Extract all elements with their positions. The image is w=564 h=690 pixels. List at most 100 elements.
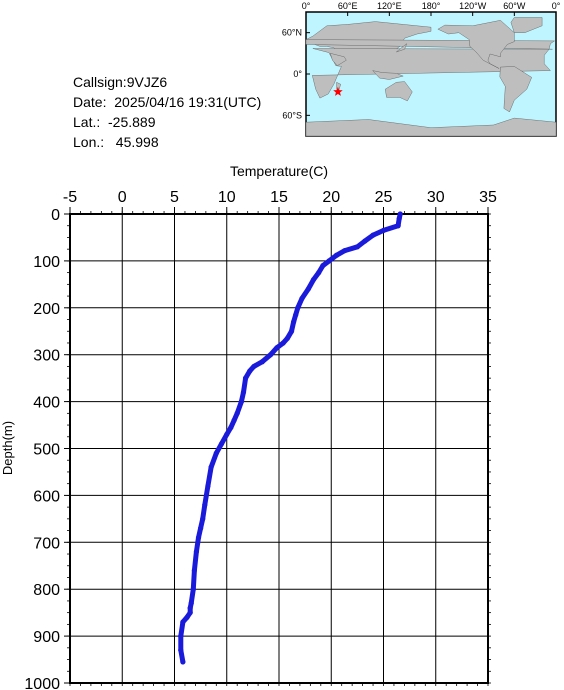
y-tick-label: 200: [33, 301, 60, 318]
profile-point: [198, 525, 204, 531]
map-lat-label: 0°: [293, 69, 302, 79]
profile-point: [268, 352, 274, 358]
profile-point: [231, 417, 237, 423]
profile-point: [326, 258, 332, 264]
profile-point: [280, 340, 286, 346]
x-tick-label: 5: [170, 189, 179, 206]
y-tick-label: 0: [51, 207, 60, 224]
profile-point: [224, 431, 230, 438]
x-tick-label: 30: [427, 189, 445, 206]
landmass-australia: [384, 81, 413, 102]
profile-point: [205, 483, 211, 489]
profile-point: [354, 244, 360, 250]
x-tick-label: -5: [63, 189, 77, 206]
temperature-profile: [178, 211, 403, 665]
profile-point: [195, 535, 202, 541]
chart-grid: [69, 213, 489, 684]
profile-point: [333, 252, 340, 258]
station-info: Callsign:9VJZ6 Date: 2025/04/16 19:31(UT…: [73, 72, 261, 152]
profile-point: [288, 328, 295, 334]
profile-point: [238, 399, 244, 405]
profile-point: [284, 335, 290, 341]
landmass-africa: [312, 48, 551, 99]
map-lat-label: 60°S: [282, 110, 302, 120]
y-tick-label: 900: [33, 629, 60, 646]
y-tick-label: 400: [33, 395, 60, 412]
profile-point: [178, 633, 184, 639]
map-longitude-labels: 0° 60°E 120°E 180° 120°W 60°W 0°: [302, 1, 561, 16]
landmass-antarctica: [305, 117, 557, 137]
x-axis-ticks: -5 0 5 10 15 20 25 30 35: [63, 189, 497, 686]
profile-point: [191, 567, 197, 574]
y-tick-label: 800: [33, 582, 60, 599]
profile-point: [316, 270, 322, 276]
profile-point: [310, 277, 317, 283]
x-tick-label: 0: [118, 189, 127, 206]
x-tick-label: 35: [479, 189, 497, 206]
profile-point: [299, 295, 305, 302]
profile-point: [242, 375, 249, 381]
profile-point: [295, 305, 301, 311]
map-latitude-labels: 60°N 0° 60°S: [282, 28, 310, 120]
profile-point: [320, 262, 326, 269]
y-tick-label: 700: [33, 535, 60, 552]
profile-point: [247, 368, 253, 374]
profile-point: [218, 441, 225, 447]
map-lon-label: 0°: [302, 1, 311, 11]
profile-point: [380, 227, 387, 234]
profile-point: [342, 247, 348, 254]
map-lon-label: 120°W: [459, 1, 487, 11]
map-lon-label: 180°: [422, 1, 441, 11]
date-text: Date: 2025/04/16 19:31(UTC): [73, 94, 262, 110]
y-axis-ticks: 0 100 200 300 400 500 600 700 800 900 1000: [24, 207, 491, 690]
map-lon-label: 60°W: [503, 1, 526, 11]
profile-point: [202, 502, 208, 508]
profile-point: [397, 211, 403, 217]
landmass-greenland: [510, 17, 543, 33]
x-tick-label: 20: [322, 189, 340, 206]
profile-point: [184, 614, 190, 620]
callsign-text: Callsign:9VJZ6: [73, 74, 168, 90]
map-land: [305, 17, 557, 137]
profile-point: [251, 363, 257, 370]
profile-line: [178, 211, 403, 665]
profile-point: [362, 238, 368, 244]
profile-point: [178, 647, 184, 653]
profile-point: [259, 359, 265, 365]
x-axis-label: Temperature(C): [230, 163, 328, 179]
landmass-japan: [396, 43, 408, 53]
landmass-north-america: [437, 20, 515, 69]
longitude-text: Lon.: 45.998: [73, 134, 159, 150]
map-lon-label: 120°E: [377, 1, 402, 11]
profile-point: [180, 659, 186, 665]
x-tick-label: 25: [375, 189, 393, 206]
profile-point: [293, 312, 299, 318]
landmass-arabia: [330, 53, 347, 66]
profile-point: [187, 605, 193, 611]
profile-point: [208, 464, 214, 470]
y-tick-label: 100: [33, 254, 60, 271]
y-tick-label: 300: [33, 348, 60, 365]
latitude-text: Lat.: -25.889: [73, 114, 156, 130]
profile-point: [200, 516, 206, 522]
map-lon-label: 60°E: [338, 1, 358, 11]
y-axis-label: Depth(m): [0, 421, 15, 475]
profile-point: [188, 600, 194, 606]
y-tick-label: 500: [33, 442, 60, 459]
profile-point: [274, 345, 280, 351]
profile-point: [395, 223, 401, 229]
profile-point: [240, 389, 247, 395]
landmass-south-america: [499, 66, 532, 113]
profile-point: [396, 216, 402, 222]
profile-point: [193, 549, 200, 555]
profile-point: [305, 286, 311, 292]
y-tick-label: 1000: [24, 676, 60, 690]
profile-point: [180, 619, 186, 625]
location-map: 0° 60°E 120°E 180° 120°W 60°W 0° 60°N 0° 60°S: [282, 1, 561, 137]
y-tick-label: 600: [33, 488, 60, 505]
profile-point: [228, 424, 234, 430]
profile-point: [190, 586, 196, 592]
station-marker-icon: [333, 86, 343, 96]
map-lon-label: 0°: [552, 1, 561, 11]
